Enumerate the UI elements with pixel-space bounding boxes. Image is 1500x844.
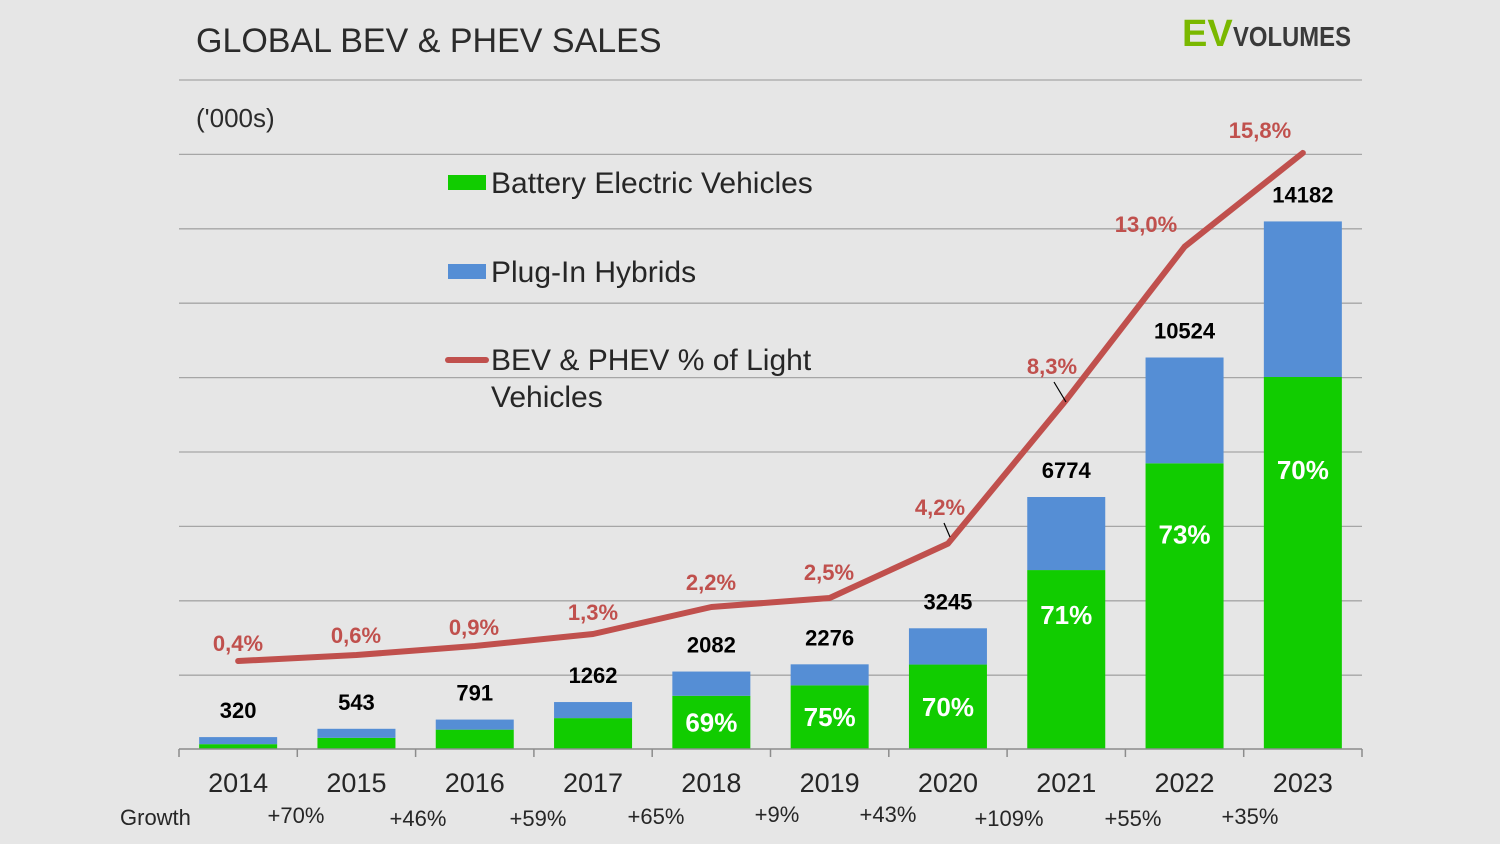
data-labels: 320 543 791 1262 2082 69% 2276 75% 3245 70% 6774 71…	[213, 118, 1334, 737]
share-point-2022	[1184, 246, 1186, 248]
growth-value-2022: +55%	[1105, 806, 1162, 831]
bev-share-label-2020: 70%	[922, 692, 974, 722]
x-tick-label-2016: 2016	[445, 768, 505, 798]
total-label-2021: 6774	[1042, 458, 1092, 483]
growth-value-2019: +9%	[755, 802, 800, 827]
bev-share-label-2018: 69%	[685, 707, 737, 737]
bar-phev-2019	[790, 664, 869, 686]
bar-bev-2014	[199, 744, 278, 749]
growth-value-2016: +46%	[390, 806, 447, 831]
x-tick-label-2022: 2022	[1155, 768, 1215, 798]
legend-phev-swatch	[448, 264, 486, 279]
bars	[199, 221, 1342, 749]
leader-line-2021	[1053, 381, 1067, 403]
growth-value-2020: +43%	[860, 802, 917, 827]
bev-share-label-2021: 71%	[1040, 600, 1092, 630]
legend: Battery Electric Vehicles Plug-In Hybrid…	[445, 167, 813, 414]
share-label-2021: 8,3%	[1027, 354, 1077, 379]
x-tick-label-2020: 2020	[918, 768, 978, 798]
total-label-2015: 543	[338, 690, 375, 715]
bar-bev-2019	[790, 685, 869, 749]
x-tick-label-2023: 2023	[1273, 768, 1333, 798]
ev-volumes-logo: EV VOLUMES	[1182, 13, 1351, 55]
bar-phev-2021	[1027, 497, 1106, 571]
x-tick-label-2014: 2014	[208, 768, 268, 798]
legend-bev-label: Battery Electric Vehicles	[491, 167, 813, 200]
x-tick-label-2021: 2021	[1036, 768, 1096, 798]
growth-value-2021: +109%	[974, 806, 1043, 831]
x-axis: 2014 2015 2016 2017 2018 2019 2020 2021 2022 2023…	[178, 748, 1363, 831]
logo-volumes-text: VOLUMES	[1233, 21, 1351, 52]
total-label-2018: 2082	[687, 633, 736, 658]
growth-value-2015: +70%	[268, 803, 325, 828]
bar-bev-2022	[1145, 463, 1224, 749]
bar-phev-2016	[435, 719, 514, 730]
bar-bev-2021	[1027, 570, 1106, 749]
bar-phev-2022	[1145, 357, 1224, 464]
total-label-2017: 1262	[569, 663, 618, 688]
legend-line-label: BEV & PHEV % of Light Vehicles	[491, 344, 812, 414]
x-tick-label-2017: 2017	[563, 768, 623, 798]
leader-line-2020	[943, 522, 951, 538]
total-label-2022: 10524	[1154, 319, 1216, 344]
bar-phev-2015	[317, 728, 396, 738]
growth-value-2017: +59%	[510, 806, 567, 831]
share-point-2021	[1065, 399, 1067, 401]
bev-share-label-2022: 73%	[1159, 520, 1211, 550]
bev-share-label-2019: 75%	[804, 702, 856, 732]
share-label-2014: 0,4%	[213, 631, 263, 656]
share-label-2019: 2,5%	[804, 560, 854, 585]
share-point-2019	[829, 597, 831, 599]
share-label-2023: 15,8%	[1229, 118, 1291, 143]
total-label-2023: 14182	[1272, 182, 1333, 207]
share-label-2020: 4,2%	[915, 495, 965, 520]
growth-value-2018: +65%	[628, 804, 685, 829]
bar-bev-2018	[672, 695, 751, 749]
share-point-2016	[474, 645, 476, 647]
share-point-2017	[592, 633, 594, 635]
total-label-2019: 2276	[805, 625, 854, 650]
bar-bev-2023	[1263, 377, 1342, 749]
bev-share-label-2023: 70%	[1277, 455, 1329, 485]
share-point-2020	[947, 543, 949, 545]
bar-phev-2020	[908, 628, 987, 665]
bar-phev-2017	[554, 702, 633, 719]
logo-ev-text: EV	[1182, 13, 1233, 55]
unit-label: ('000s)	[196, 103, 275, 133]
share-point-2018	[710, 606, 712, 608]
share-label-2017: 1,3%	[568, 600, 618, 625]
legend-phev-label: Plug-In Hybrids	[491, 256, 696, 289]
total-label-2014: 320	[220, 698, 257, 723]
share-label-2022: 13,0%	[1115, 212, 1177, 237]
legend-bev-swatch	[448, 175, 486, 190]
x-tick-label-2019: 2019	[800, 768, 860, 798]
total-label-2020: 3245	[923, 589, 972, 614]
share-line-path	[235, 149, 1306, 664]
bar-phev-2014	[199, 737, 278, 745]
gridlines	[179, 79, 1362, 676]
share-point-2015	[355, 654, 357, 656]
x-tick-label-2018: 2018	[681, 768, 741, 798]
bar-bev-2017	[554, 718, 633, 749]
bar-phev-2023	[1263, 221, 1342, 377]
share-line	[235, 149, 1306, 664]
chart-title: GLOBAL BEV & PHEV SALES	[196, 22, 662, 60]
total-label-2016: 791	[456, 681, 493, 706]
growth-label: Growth	[120, 805, 191, 830]
share-label-2015: 0,6%	[331, 623, 381, 648]
growth-value-2023: +35%	[1222, 804, 1279, 829]
share-label-2016: 0,9%	[449, 615, 499, 640]
bar-bev-2020	[908, 664, 987, 749]
bar-bev-2016	[435, 729, 514, 749]
share-point-2023	[1302, 152, 1304, 154]
share-label-2018: 2,2%	[686, 570, 736, 595]
bar-bev-2015	[317, 737, 396, 749]
x-tick-label-2015: 2015	[326, 768, 386, 798]
share-point-2014	[237, 660, 239, 662]
bar-phev-2018	[672, 671, 751, 696]
